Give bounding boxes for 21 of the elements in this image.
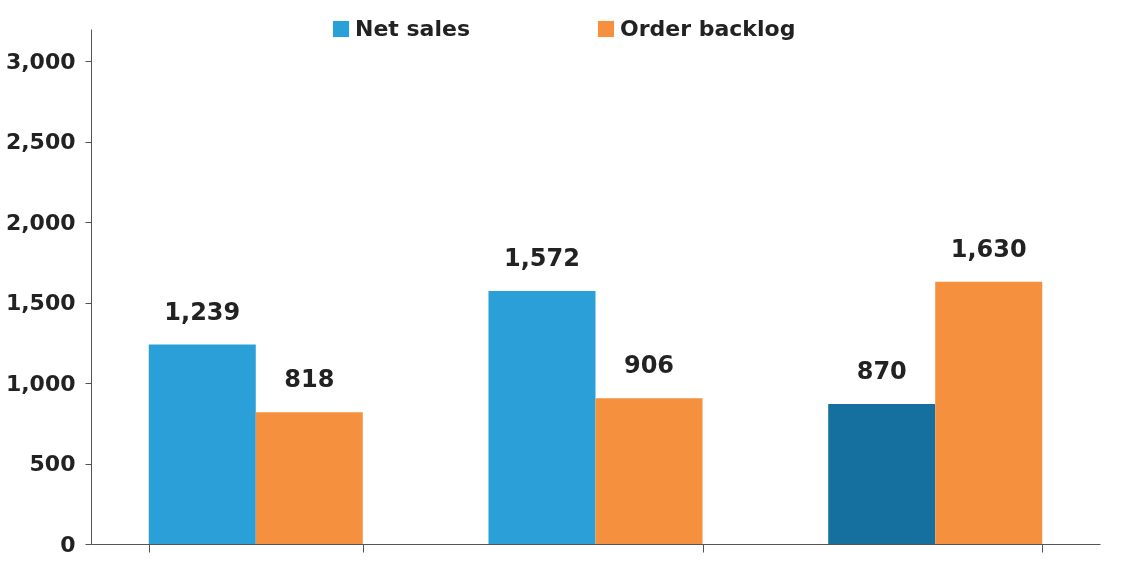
legend-label: Order backlog: [620, 16, 796, 41]
bar: [488, 291, 596, 544]
bar: [595, 398, 703, 544]
y-tick-label: 1,500: [5, 290, 76, 316]
data-label: 906: [623, 351, 675, 380]
bar: [148, 344, 256, 544]
y-tick-label: 500: [29, 451, 76, 477]
data-label: 818: [284, 365, 335, 394]
data-label: 1,572: [504, 244, 580, 273]
y-tick-label: 2,500: [5, 129, 76, 155]
bar: [255, 412, 363, 544]
data-label: 870: [856, 356, 907, 385]
y-tick-label: 3,000: [5, 48, 76, 74]
data-label: 1,630: [950, 234, 1027, 263]
legend-label: Net sales: [355, 16, 471, 41]
y-tick-label: 0: [60, 531, 76, 557]
bar: [828, 403, 936, 544]
y-tick-label: 2,000: [5, 209, 76, 235]
bar: [935, 281, 1043, 544]
data-label: 1,239: [164, 297, 241, 326]
y-tick-label: 1,000: [5, 370, 76, 396]
